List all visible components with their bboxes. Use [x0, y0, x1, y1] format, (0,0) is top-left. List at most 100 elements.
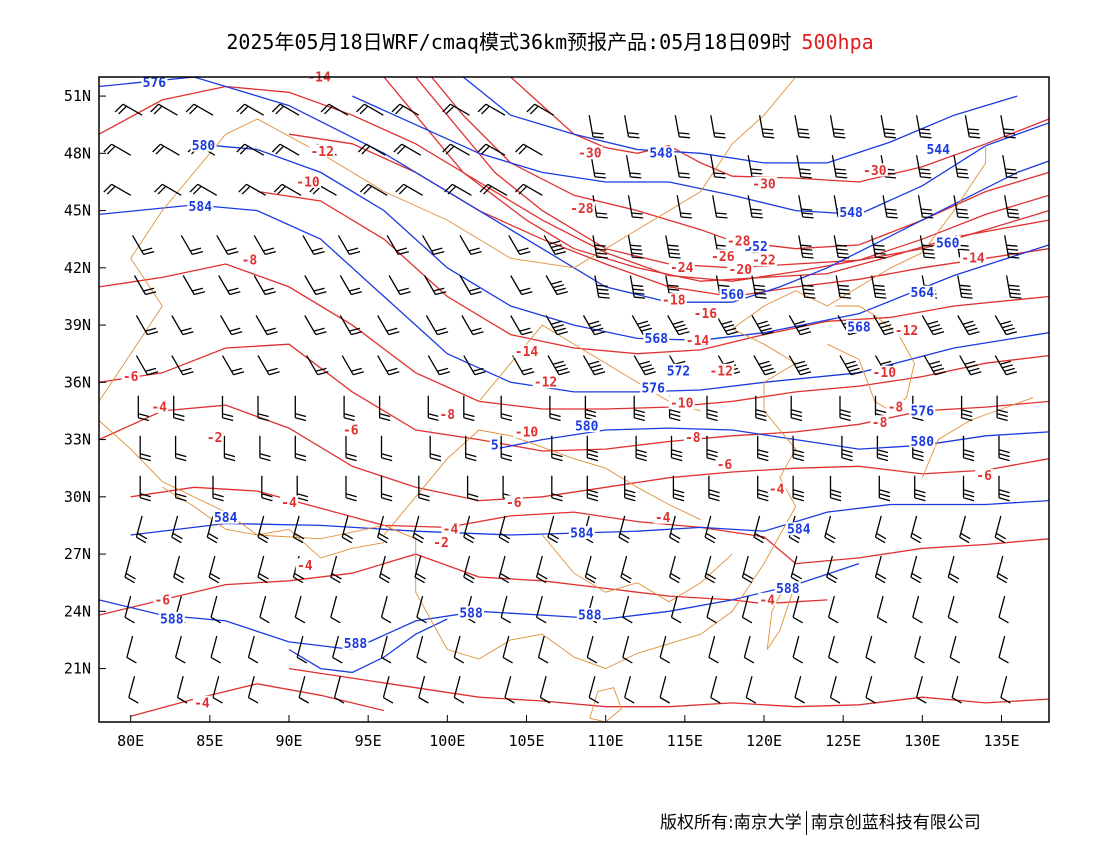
height-contour-label-bg	[648, 146, 675, 160]
wind-barb	[133, 275, 157, 296]
wind-barb	[668, 555, 681, 584]
wind-barb	[182, 275, 206, 296]
wind-barb	[878, 475, 891, 502]
wind-barb	[154, 183, 182, 196]
wind-barb	[910, 515, 922, 544]
wind-barb	[921, 315, 945, 336]
lon-tick-label: 95E	[355, 732, 382, 750]
temperature-contour-label: -18	[662, 294, 686, 309]
wind-barb	[949, 635, 961, 664]
wind-barb	[914, 635, 925, 664]
height-contour-label-bg	[573, 419, 600, 433]
lat-tick-label: 45N	[64, 202, 91, 220]
wind-barb	[962, 475, 975, 502]
height-contour-label-bg	[212, 510, 239, 524]
wind-barb	[710, 115, 726, 139]
wind-barb	[216, 235, 239, 256]
wind-barb	[796, 155, 812, 179]
wind-barb	[377, 355, 400, 376]
wind-barb	[261, 475, 273, 502]
wind-barb	[171, 355, 194, 376]
wind-barb	[174, 635, 186, 664]
wind-barb	[103, 183, 132, 196]
wind-barb	[582, 355, 606, 376]
wind-barb	[477, 103, 506, 116]
wind-barb	[537, 635, 549, 664]
wind-barb	[704, 515, 717, 544]
wind-barb	[792, 635, 804, 664]
temperature-contour-line	[288, 667, 1050, 708]
wind-barb	[582, 315, 606, 336]
wind-barb	[135, 515, 148, 544]
height-contour-label-bg	[489, 438, 500, 452]
wind-barb	[994, 515, 1007, 544]
temperature-contour-label: -4	[194, 696, 210, 711]
wind-barb	[914, 475, 926, 502]
wind-barb	[292, 515, 305, 544]
temperature-contour-label-bg	[432, 535, 450, 549]
wind-barb	[747, 155, 763, 179]
wind-barb	[788, 315, 812, 336]
wind-barb	[829, 115, 846, 139]
wind-barb	[466, 475, 479, 502]
wind-barb	[917, 195, 934, 219]
lon-tick-label: 135E	[983, 732, 1019, 750]
temperature-contour-label: -30	[752, 177, 776, 192]
wind-barb	[418, 676, 429, 704]
temperature-contour-label-bg	[893, 323, 920, 337]
wind-barb	[757, 435, 769, 462]
wind-barb	[957, 315, 980, 336]
wind-barb	[672, 475, 685, 502]
wind-barb	[259, 595, 270, 624]
height-contour-label-bg	[909, 285, 936, 299]
wind-barb	[380, 475, 393, 502]
wind-barb	[302, 235, 325, 256]
lon-tick-label: 130E	[904, 732, 940, 750]
temperature-contour-label: -20	[729, 263, 753, 278]
wind-barb	[706, 595, 717, 624]
temperature-contour-label: -24	[670, 261, 694, 276]
wind-barb	[790, 555, 803, 584]
wind-barb	[839, 395, 851, 422]
border-line	[98, 143, 987, 670]
wind-barb	[510, 315, 533, 336]
wind-barb	[515, 183, 543, 196]
temperature-contour-label: -28	[570, 202, 594, 217]
height-contour-label: 580	[192, 139, 216, 154]
wind-barb	[173, 555, 185, 584]
wind-barb	[743, 635, 755, 664]
title-level: 500hpa	[801, 30, 874, 54]
temperature-contour-label-bg	[280, 495, 298, 509]
wind-barb	[622, 635, 633, 664]
lat-tick-label: 48N	[64, 144, 91, 162]
temperature-contour-label: -10	[670, 397, 694, 412]
temperature-contour-label: -14	[686, 334, 710, 349]
wind-barb	[453, 676, 465, 704]
wind-barb	[543, 235, 567, 256]
wind-barb	[998, 635, 1009, 664]
wind-barb	[359, 183, 388, 196]
lon-tick-label: 90E	[275, 732, 302, 750]
height-contour-label: 544	[926, 143, 950, 158]
wind-barb	[957, 275, 973, 299]
wind-barb	[594, 275, 610, 299]
wind-barb	[535, 595, 547, 624]
wind-barb	[586, 435, 599, 462]
temperature-contour-label: -8	[242, 254, 258, 269]
wind-barb	[880, 115, 896, 139]
wind-barb	[345, 475, 357, 502]
wind-barb	[586, 475, 599, 502]
wind-barb	[962, 435, 975, 462]
height-contour-label-bg	[141, 75, 168, 89]
wind-barb	[586, 635, 598, 664]
lat-tick-label: 30N	[64, 488, 91, 506]
wind-barb	[391, 103, 420, 116]
temperature-contour-label-bg	[576, 146, 603, 160]
height-contour-label-bg	[934, 235, 961, 249]
wind-barb	[296, 635, 308, 664]
wind-barb	[1000, 676, 1011, 704]
height-contour-label-bg	[190, 138, 217, 152]
wind-barb	[238, 183, 266, 196]
wind-barb	[212, 676, 223, 704]
wind-barb	[304, 315, 327, 336]
